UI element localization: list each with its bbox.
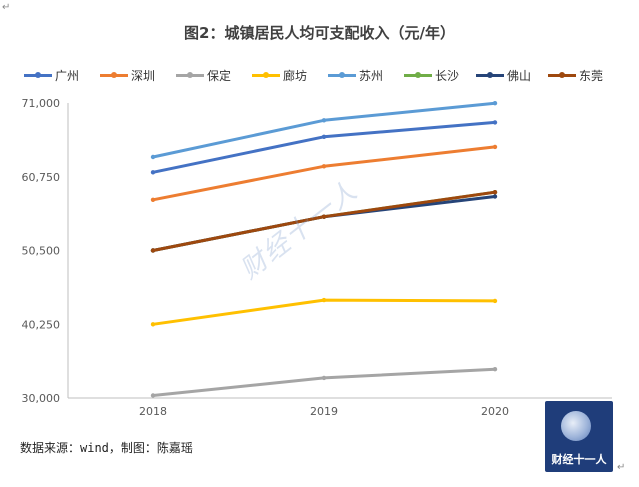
series-point-5 — [150, 154, 156, 160]
legend-item: 苏州 — [328, 66, 383, 84]
series-point-4 — [150, 322, 156, 327]
x-tick-label: 2019 — [310, 405, 338, 418]
chart-title: 图2：城镇居民人均可支配收入（元/年） — [184, 24, 455, 42]
y-tick-label: 71,000 — [22, 97, 61, 110]
series-point-1 — [492, 120, 498, 125]
series-point-1 — [321, 134, 327, 139]
y-tick-label: 30,000 — [22, 392, 61, 405]
legend-label: 长沙 — [435, 68, 460, 83]
legend-label: 广州 — [55, 68, 80, 83]
series-line-4 — [151, 298, 497, 326]
legend-label: 深圳 — [131, 68, 156, 83]
y-tick-label: 50,500 — [22, 245, 61, 258]
legend-label: 保定 — [207, 68, 232, 83]
series-point-3 — [321, 375, 327, 381]
globe-icon — [561, 411, 591, 441]
legend-swatch — [404, 71, 432, 78]
x-tick-label: 2018 — [139, 405, 167, 418]
legend-item: 长沙 — [404, 66, 459, 84]
source-note: 数据来源：wind，制图：陈嘉瑶 — [20, 441, 193, 455]
legend-item: 佛山 — [476, 66, 531, 84]
chart-legend: 广州 深圳 保定 廊坊 苏州 长沙 佛山 东莞 — [24, 66, 624, 84]
series-point-8 — [150, 248, 156, 253]
series-point-3 — [492, 367, 498, 372]
legend-swatch — [476, 71, 504, 78]
legend-swatch — [548, 71, 576, 78]
series-point-2 — [321, 164, 327, 169]
series-point-5 — [492, 101, 498, 106]
publisher-logo: 财经十一人 — [545, 401, 613, 472]
series-point-4 — [492, 298, 498, 304]
legend-swatch — [328, 71, 356, 78]
series-line-5 — [151, 101, 497, 159]
return-mark-top: ↵ — [2, 2, 11, 13]
return-mark-bottom: ↵ — [617, 462, 626, 473]
series-line-3 — [151, 367, 497, 397]
series-point-5 — [321, 118, 327, 123]
legend-swatch — [176, 71, 204, 78]
series-point-4 — [321, 297, 327, 303]
legend-item: 东莞 — [548, 66, 603, 84]
legend-item: 廊坊 — [252, 66, 307, 84]
series-point-3 — [150, 393, 156, 398]
series-point-1 — [150, 170, 156, 175]
series-point-2 — [150, 197, 156, 202]
x-tick-label: 2020 — [481, 405, 509, 418]
legend-label: 苏州 — [359, 68, 384, 83]
y-tick-label: 60,750 — [22, 171, 61, 184]
legend-label: 东莞 — [579, 68, 604, 83]
legend-item: 深圳 — [100, 66, 155, 84]
logo-label: 财经十一人 — [551, 453, 607, 466]
legend-swatch — [24, 71, 52, 78]
legend-swatch — [100, 71, 128, 78]
legend-label: 廊坊 — [283, 68, 308, 83]
legend-label: 佛山 — [507, 68, 532, 83]
series-point-2 — [492, 144, 498, 150]
y-tick-label: 40,250 — [22, 318, 61, 331]
legend-item: 保定 — [176, 66, 231, 84]
legend-swatch — [252, 71, 280, 78]
series-point-7 — [492, 194, 498, 199]
series-point-8 — [492, 190, 498, 195]
series-point-8 — [321, 214, 327, 219]
legend-item: 广州 — [24, 66, 79, 84]
